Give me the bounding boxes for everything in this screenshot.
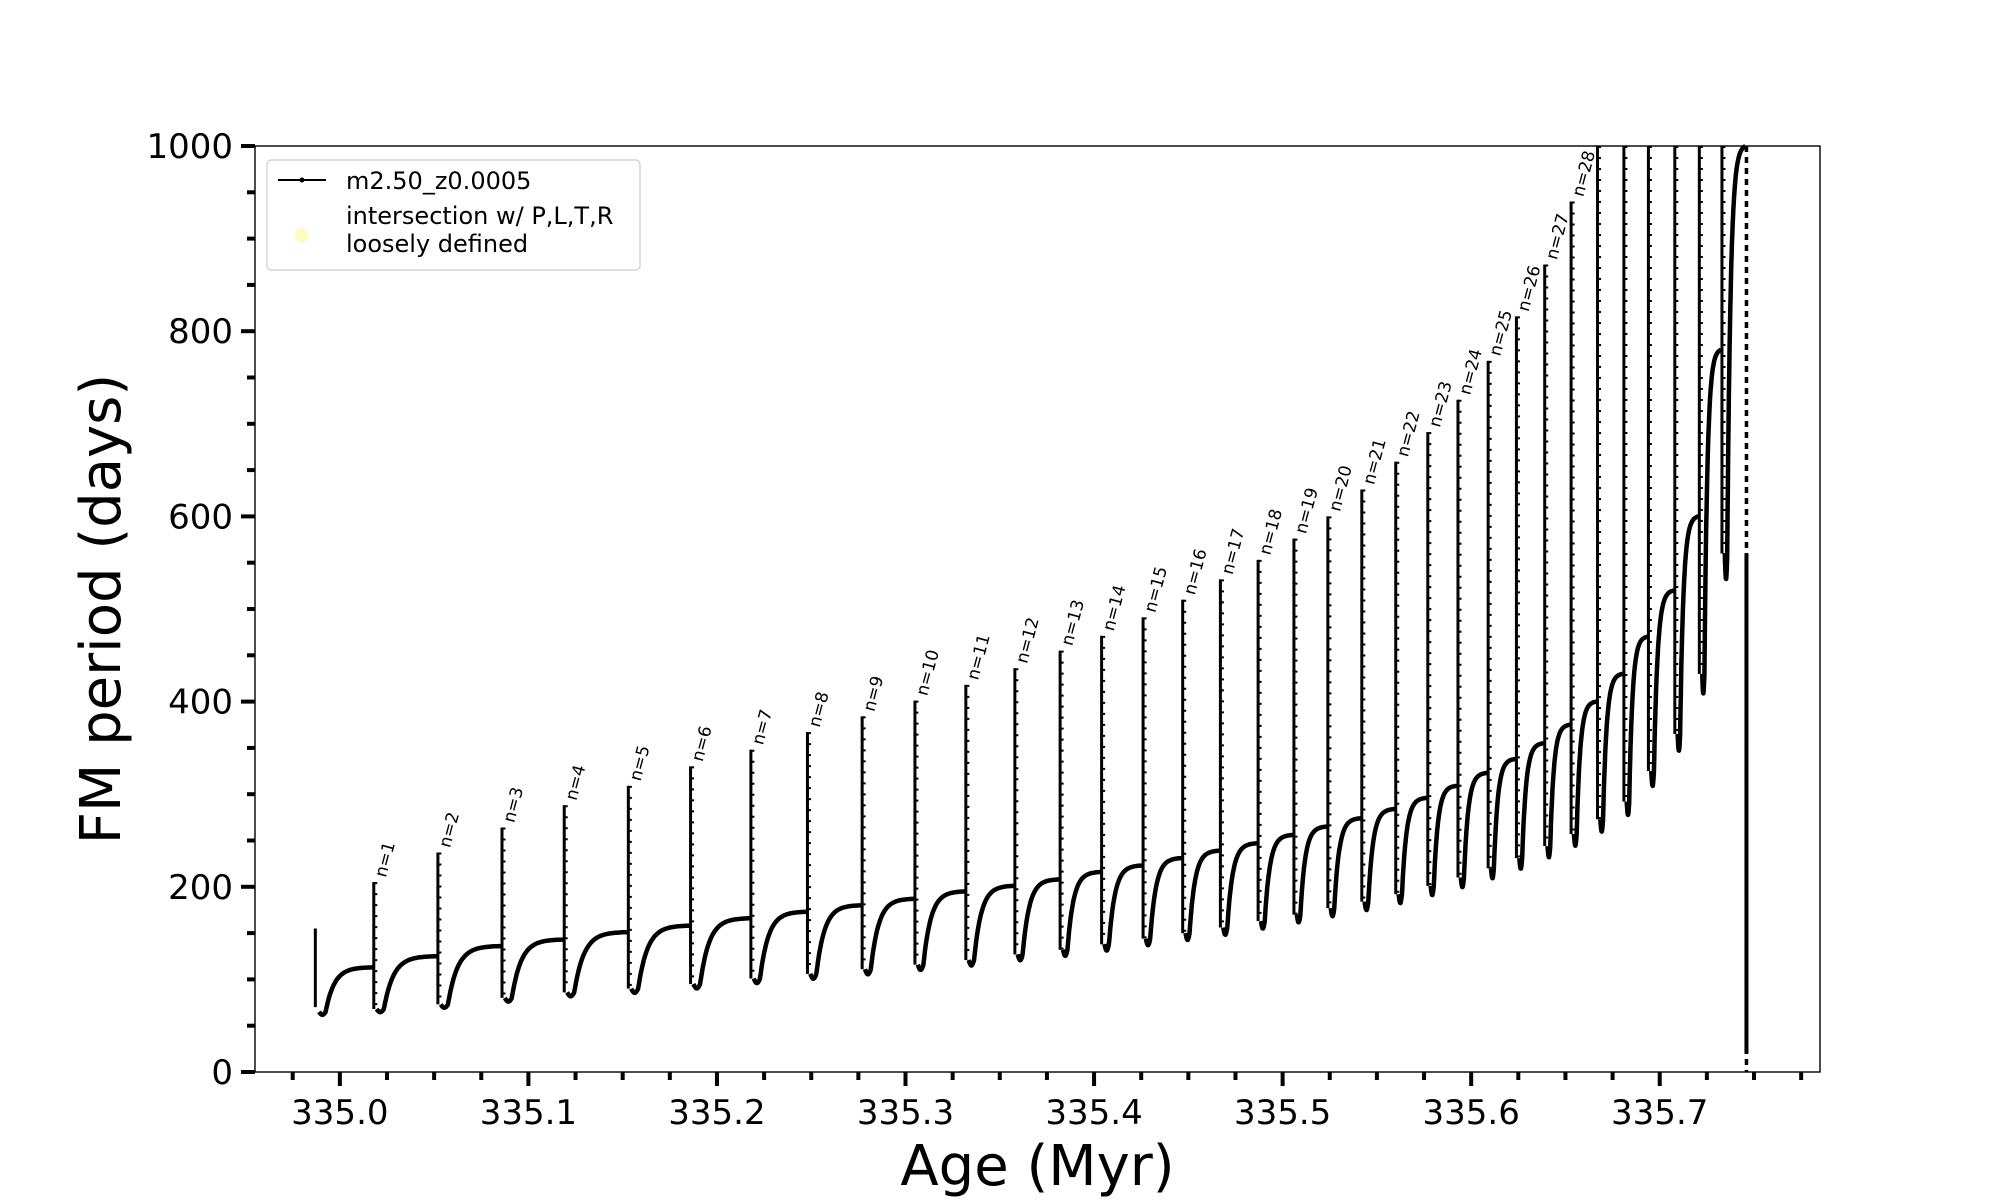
interpulse-segment <box>565 929 629 999</box>
interpulse-segment <box>1328 816 1363 919</box>
y-axis-label: FM period (days) <box>69 374 134 844</box>
interpulse-segment <box>502 937 565 1004</box>
x-tick-label: 335.6 <box>1423 1093 1520 1133</box>
interpulse-segment <box>1015 877 1061 963</box>
interpulse-segment <box>1258 832 1295 931</box>
interpulse-segment <box>1060 869 1103 959</box>
x-tick-label: 335.7 <box>1611 1093 1708 1133</box>
interpulse-segment <box>1598 671 1625 834</box>
interpulse-segment <box>438 943 503 1010</box>
x-tick-label: 335.5 <box>1234 1093 1331 1133</box>
interpulse-segment <box>966 883 1016 968</box>
interpulse-segment <box>1294 824 1329 925</box>
interpulse-segment <box>1458 770 1490 890</box>
interpulse-segment <box>1571 699 1599 848</box>
interpulse-segment <box>1722 143 1748 582</box>
interpulse-segment <box>915 889 967 973</box>
x-tick-label: 335.1 <box>480 1093 577 1133</box>
interpulse-segment <box>1102 863 1144 953</box>
interpulse-segment <box>1675 514 1701 753</box>
interpulse-segment <box>1220 841 1259 937</box>
interpulse-segment <box>862 896 916 977</box>
x-tick-label: 335.2 <box>668 1093 765 1133</box>
y-tick-label: 600 <box>168 497 233 537</box>
interpulse-segment <box>317 965 376 1018</box>
interpulse-segment <box>1545 722 1573 860</box>
interpulse-segment <box>1624 634 1650 818</box>
y-tick-label: 800 <box>168 312 233 352</box>
interpulse-segment <box>1699 347 1723 696</box>
interpulse-segment <box>1428 783 1459 898</box>
x-tick-label: 335.0 <box>291 1093 388 1133</box>
y-tick-label: 0 <box>211 1053 233 1093</box>
legend-entry-line: loosely defined <box>346 230 528 258</box>
curve-layer <box>313 143 1749 1072</box>
interpulse-segment <box>1517 741 1546 871</box>
interpulse-segment <box>691 916 752 991</box>
legend-box <box>266 159 641 271</box>
interpulse-segment <box>629 923 691 996</box>
y-tick-label: 200 <box>168 868 233 908</box>
interpulse-segment <box>374 954 439 1015</box>
interpulse-segment <box>1396 795 1429 906</box>
interpulse-segment <box>1143 855 1184 948</box>
legend-entry-intersection: intersection w/ P,L,T,R loosely defined <box>346 202 613 258</box>
legend-circle-marker <box>295 228 309 242</box>
axes-layer: 0 200 400 600 800 1000 335.0 335.1 335.2 335.3 335… <box>146 127 1804 1133</box>
interpulse-segment <box>1362 806 1397 913</box>
interpulse-segment <box>1488 756 1518 881</box>
x-tick-label: 335.4 <box>1045 1093 1142 1133</box>
legend-dot-marker <box>299 177 305 183</box>
y-tick-label: 400 <box>168 683 233 723</box>
legend: m2.50_z0.0005 intersection w/ P,L,T,R loo… <box>266 159 641 271</box>
x-tick-label: 335.3 <box>857 1093 954 1133</box>
x-axis-label: Age (Myr) <box>900 1134 1174 1199</box>
interpulse-segment <box>808 903 863 981</box>
interpulse-segment <box>751 909 808 986</box>
y-tick-label: 1000 <box>146 127 233 167</box>
legend-entry-line: intersection w/ P,L,T,R <box>346 202 613 230</box>
interpulse-segment <box>1183 848 1222 943</box>
legend-entry-series: m2.50_z0.0005 <box>346 167 531 195</box>
interpulse-segment <box>1648 588 1676 789</box>
